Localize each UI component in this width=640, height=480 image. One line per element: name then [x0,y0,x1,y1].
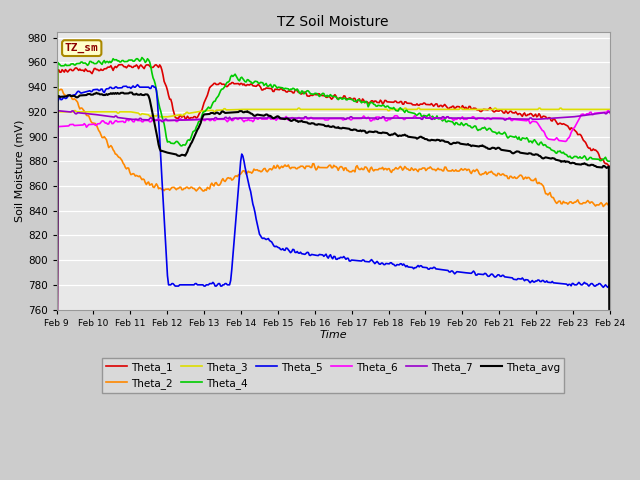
Line: Theta_3: Theta_3 [56,108,610,480]
Theta_7 [54,108,61,114]
Theta_2 [320,165,328,170]
Line: Theta_avg: Theta_avg [56,93,610,480]
Theta_4 [317,93,324,98]
Theta_1 [118,62,126,68]
Theta_6 [319,116,326,121]
Theta_1 [353,99,361,105]
Theta_5 [320,253,328,259]
Theta_4 [606,158,614,164]
Theta_avg [52,477,60,480]
Theta_6 [352,116,360,121]
Theta_1 [606,164,614,170]
Theta_6 [593,110,600,116]
Theta_5 [606,281,614,287]
Theta_6 [606,110,614,116]
Theta_6 [506,115,514,121]
Theta_avg [508,149,515,155]
Line: Theta_2: Theta_2 [56,89,610,480]
Theta_avg [383,130,391,136]
Theta_7 [317,115,324,121]
Theta_1 [508,108,515,114]
Theta_4 [594,156,602,162]
Legend: Theta_1, Theta_2, Theta_3, Theta_4, Theta_5, Theta_6, Theta_7, Theta_avg: Theta_1, Theta_2, Theta_3, Theta_4, Thet… [102,358,564,393]
Theta_3 [594,107,602,112]
Theta_1 [383,99,391,105]
Theta_2 [353,163,361,168]
Theta_7 [320,115,328,121]
Line: Theta_4: Theta_4 [56,58,610,480]
Theta_2 [508,174,515,180]
Theta_4 [353,98,361,104]
Y-axis label: Soil Moisture (mV): Soil Moisture (mV) [15,120,25,222]
Theta_4 [508,133,515,139]
Theta_3 [320,107,328,112]
Theta_6 [316,116,323,121]
Theta_4 [138,55,146,60]
Theta_5 [353,258,361,264]
Theta_4 [320,91,328,96]
Theta_1 [594,149,602,155]
Theta_5 [594,282,602,288]
Theta_5 [134,82,141,87]
Theta_avg [353,128,361,133]
Line: Theta_1: Theta_1 [56,65,610,480]
Theta_3 [317,107,324,112]
Theta_7 [383,115,391,121]
Theta_5 [508,275,515,281]
Theta_7 [508,116,515,122]
X-axis label: Time: Time [319,330,347,340]
Theta_2 [594,202,602,208]
Theta_3 [294,105,302,111]
Theta_2 [606,203,614,209]
Theta_2 [383,167,391,173]
Theta_avg [594,164,602,170]
Theta_2 [54,86,61,92]
Theta_5 [383,261,391,266]
Theta_7 [606,109,614,115]
Theta_7 [353,115,361,121]
Theta_3 [353,107,361,112]
Theta_2 [317,165,324,170]
Theta_1 [320,93,328,98]
Theta_avg [126,90,134,96]
Theta_5 [317,252,324,257]
Theta_avg [317,121,324,127]
Theta_3 [508,107,515,112]
Theta_6 [382,118,390,124]
Line: Theta_5: Theta_5 [56,84,610,480]
Theta_3 [383,107,391,112]
Theta_avg [320,122,328,128]
Line: Theta_7: Theta_7 [56,111,610,480]
Theta_3 [606,107,614,112]
Title: TZ Soil Moisture: TZ Soil Moisture [278,15,389,29]
Line: Theta_6: Theta_6 [56,111,610,480]
Theta_6 [605,108,612,114]
Theta_7 [594,111,602,117]
Theta_4 [383,103,391,109]
Text: TZ_sm: TZ_sm [65,43,99,53]
Theta_1 [317,92,324,98]
